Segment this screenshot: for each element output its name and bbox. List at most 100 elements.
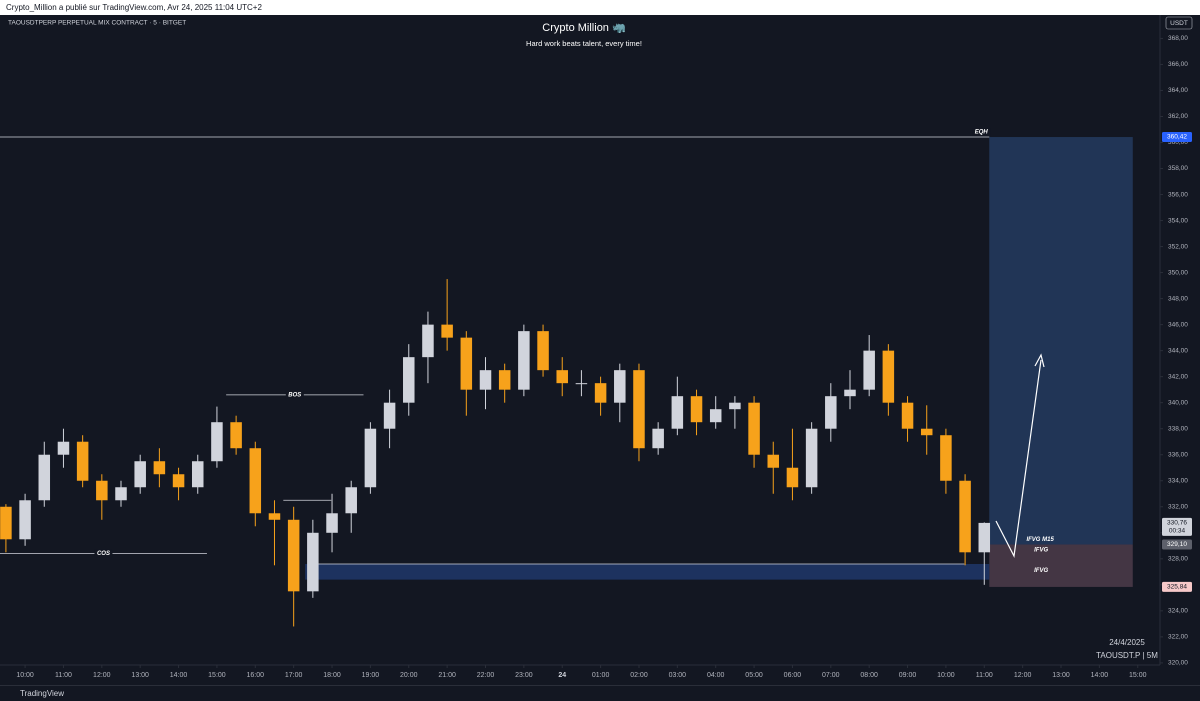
candle-body bbox=[498, 370, 511, 390]
y-tick-label: 320,00 bbox=[1168, 660, 1188, 667]
plot-background bbox=[0, 15, 1160, 685]
x-tick-label: 23:00 bbox=[515, 672, 533, 679]
candle-body bbox=[940, 435, 952, 481]
level-label-bg bbox=[94, 549, 113, 558]
candle-body bbox=[959, 480, 971, 553]
x-tick-label: 02:00 bbox=[630, 672, 648, 679]
candle-body bbox=[575, 383, 588, 385]
x-tick-label: 05:00 bbox=[745, 672, 763, 679]
y-tick-label: 362,00 bbox=[1168, 113, 1188, 120]
y-tick-label: 328,00 bbox=[1168, 556, 1188, 563]
date-label: 24/4/2025 bbox=[1109, 638, 1145, 647]
x-tick-label: 19:00 bbox=[362, 672, 380, 679]
x-tick-label: 04:00 bbox=[707, 672, 725, 679]
candle-body bbox=[76, 441, 89, 481]
symbol-label: TAOUSDT.P | 5M bbox=[1096, 651, 1158, 660]
candle-body bbox=[825, 396, 837, 429]
y-tick-label: 322,00 bbox=[1168, 634, 1188, 641]
candle-body bbox=[211, 422, 223, 462]
candle-body bbox=[57, 441, 70, 455]
candle-body bbox=[863, 350, 875, 390]
x-tick-label: 21:00 bbox=[438, 672, 456, 679]
x-tick-label: 11:00 bbox=[976, 672, 993, 679]
y-tick-label: 358,00 bbox=[1168, 165, 1188, 172]
y-tick-label: 352,00 bbox=[1168, 243, 1188, 250]
currency-label[interactable]: USDT bbox=[1170, 20, 1188, 27]
candle-body bbox=[786, 467, 799, 488]
price-tag-label: 329,10 bbox=[1167, 541, 1187, 548]
y-tick-label: 350,00 bbox=[1168, 269, 1188, 276]
candle-body bbox=[518, 331, 530, 390]
x-tick-label: 10:00 bbox=[16, 672, 34, 679]
currency-box[interactable] bbox=[1165, 16, 1193, 30]
publish-header: Crypto_Million a publié sur TradingView.… bbox=[0, 0, 1200, 15]
y-tick-label: 334,00 bbox=[1168, 477, 1188, 484]
y-tick-label: 346,00 bbox=[1168, 321, 1188, 328]
candle-body bbox=[383, 402, 396, 429]
candle-body bbox=[479, 370, 492, 390]
price-tag-label: 330,76 bbox=[1167, 520, 1187, 527]
symbol-info: TAOUSDTPERP PERPETUAL MIX CONTRACT · 5 ·… bbox=[8, 20, 186, 27]
candle-body bbox=[537, 331, 549, 371]
candle-body bbox=[230, 422, 242, 449]
price-axis bbox=[1160, 15, 1200, 685]
candle-body bbox=[805, 428, 818, 488]
candle-body bbox=[556, 370, 568, 384]
y-tick-label: 342,00 bbox=[1168, 373, 1188, 380]
x-tick-label: 11:00 bbox=[55, 672, 72, 679]
chart-subtitle: Hard work beats talent, every time! bbox=[526, 39, 642, 48]
candle-body bbox=[172, 474, 185, 488]
candle-body bbox=[115, 487, 127, 501]
zone bbox=[989, 137, 1133, 545]
x-tick-label: 13:00 bbox=[1052, 672, 1070, 679]
price-tag bbox=[1162, 581, 1192, 592]
level-label: EQH bbox=[975, 130, 989, 136]
x-tick-label: 09:00 bbox=[899, 672, 917, 679]
level-label-bg bbox=[972, 128, 991, 137]
chart-title: Crypto Million 🦏 bbox=[542, 22, 626, 34]
arrow-head bbox=[1034, 353, 1045, 368]
x-tick-label: 08:00 bbox=[860, 672, 878, 679]
x-tick-label: 15:00 bbox=[1129, 672, 1147, 679]
x-tick-label: 13:00 bbox=[131, 672, 149, 679]
candle-body bbox=[882, 350, 895, 403]
y-tick-label: 368,00 bbox=[1168, 35, 1188, 42]
candle-body bbox=[614, 370, 626, 403]
x-tick-label: 12:00 bbox=[93, 672, 111, 679]
x-tick-label: 24 bbox=[558, 672, 566, 679]
y-tick-label: 340,00 bbox=[1168, 399, 1188, 406]
drawn-arrow bbox=[995, 353, 1045, 558]
candle-body bbox=[403, 357, 415, 403]
x-tick-label: 06:00 bbox=[784, 672, 802, 679]
x-tick-label: 18:00 bbox=[323, 672, 341, 679]
price-tag-label: 360,42 bbox=[1167, 134, 1187, 141]
zone-label: IFVG bbox=[1034, 547, 1048, 553]
candle-body bbox=[268, 513, 281, 520]
level-label: BOS bbox=[288, 392, 301, 398]
x-tick-label: 16:00 bbox=[247, 672, 265, 679]
x-tick-label: 20:00 bbox=[400, 672, 418, 679]
candle-body bbox=[0, 506, 12, 540]
y-tick-label: 354,00 bbox=[1168, 217, 1188, 224]
y-tick-label: 336,00 bbox=[1168, 451, 1188, 458]
price-tag-sub: 00:34 bbox=[1169, 528, 1186, 535]
price-tag bbox=[1162, 517, 1192, 536]
candle-body bbox=[191, 461, 204, 488]
candle-body bbox=[633, 370, 645, 449]
x-tick-label: 07:00 bbox=[822, 672, 840, 679]
candle-body bbox=[326, 513, 338, 533]
zone-label: IFVG bbox=[1034, 568, 1048, 574]
y-tick-label: 338,00 bbox=[1168, 425, 1188, 432]
arrow-path bbox=[995, 359, 1042, 558]
candle-body bbox=[460, 337, 473, 390]
zone bbox=[305, 564, 990, 580]
candle-body bbox=[729, 402, 741, 410]
candle-body bbox=[709, 409, 722, 423]
x-tick-label: 10:00 bbox=[937, 672, 955, 679]
candle-body bbox=[767, 454, 780, 468]
candles bbox=[0, 279, 991, 627]
y-tick-label: 344,00 bbox=[1168, 347, 1188, 354]
candle-body bbox=[422, 324, 434, 358]
candle-body bbox=[690, 396, 703, 423]
